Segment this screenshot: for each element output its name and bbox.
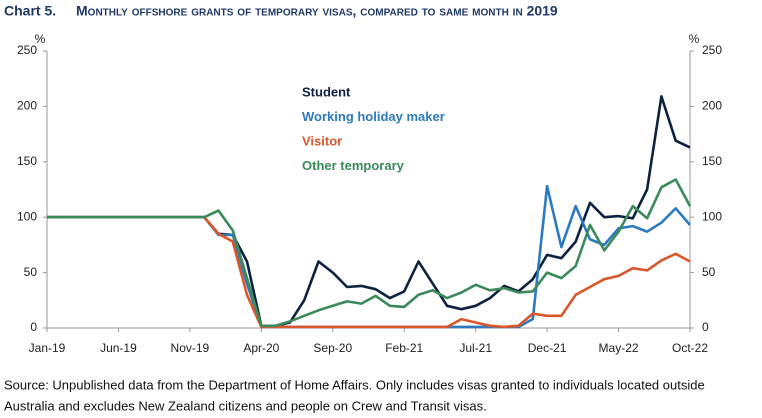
x-tick-label: Nov-19	[171, 341, 210, 355]
x-tick-label: Apr-20	[243, 341, 279, 355]
series-line	[47, 178, 692, 328]
legend-entry: Visitor	[302, 133, 342, 148]
legend-entry: Working holiday maker	[302, 109, 445, 124]
x-tick-label: Feb-21	[385, 341, 423, 355]
x-tick-label: Dec-21	[528, 341, 567, 355]
y2-tick-label: 100	[702, 209, 722, 223]
series-line	[47, 95, 691, 328]
x-tick-label: Jun-19	[100, 341, 137, 355]
legend-entry: Student	[302, 84, 351, 99]
chart-title: Monthly offshore grants of temporary vis…	[76, 3, 558, 19]
x-tick-label: May-22	[599, 341, 639, 355]
chart-label: Chart 5.	[4, 3, 56, 19]
y2-tick-label: 50	[702, 265, 716, 279]
y-tick-label: 100	[17, 209, 37, 223]
y2-unit: %	[689, 32, 700, 46]
y-tick-label: 0	[30, 320, 37, 334]
y2-tick-label: 200	[702, 99, 722, 113]
x-tick-label: Jul-21	[459, 341, 492, 355]
x-tick-label: Sep-20	[313, 341, 352, 355]
source-note: Source: Unpublished data from the Depart…	[4, 377, 705, 392]
y-tick-label: 200	[17, 99, 37, 113]
legend-entry: Other temporary	[302, 158, 405, 173]
x-tick-label: Oct-22	[672, 341, 708, 355]
y2-tick-label: 150	[702, 154, 722, 168]
y-tick-label: 250	[17, 43, 37, 57]
y-tick-label: 50	[24, 265, 38, 279]
x-tick-label: Jan-19	[29, 341, 66, 355]
y-tick-label: 150	[17, 154, 37, 168]
source-note: Australia and excludes New Zealand citiz…	[4, 398, 487, 413]
y2-tick-label: 250	[702, 43, 722, 57]
y2-tick-label: 0	[702, 320, 709, 334]
y-unit: %	[35, 32, 46, 46]
